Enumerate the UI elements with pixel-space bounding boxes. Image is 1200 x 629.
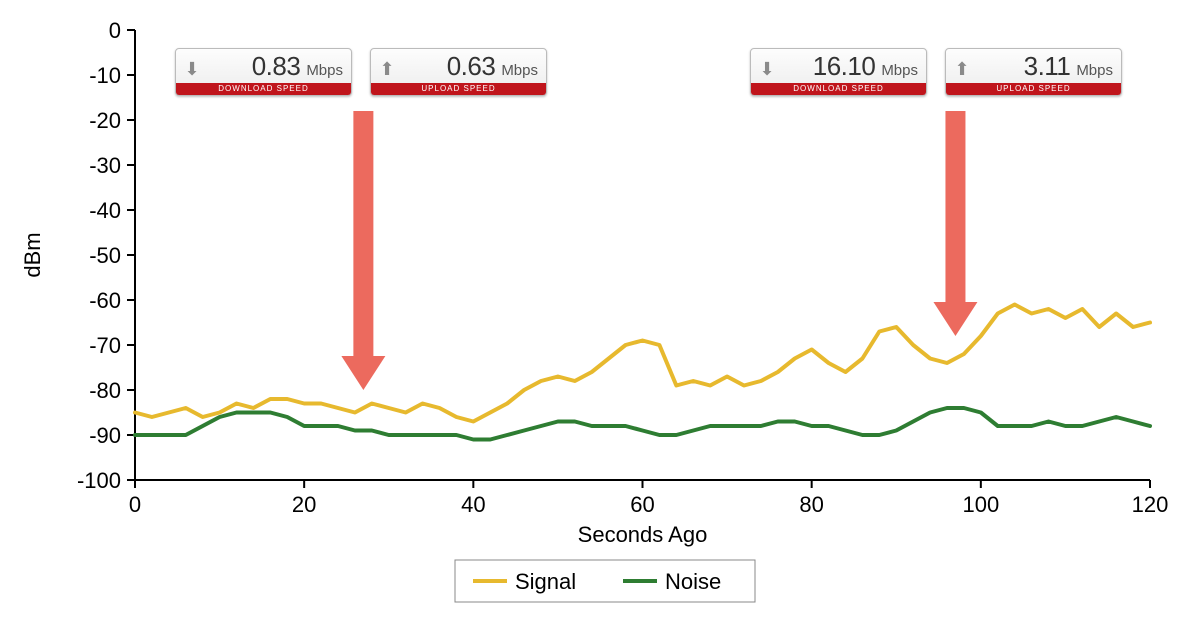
svg-text:-10: -10 (89, 63, 121, 88)
speed-badge-download-1: ⬇ 0.83 Mbps DOWNLOAD SPEED (175, 48, 352, 96)
svg-text:120: 120 (1132, 492, 1169, 517)
svg-text:-30: -30 (89, 153, 121, 178)
series-signal (135, 305, 1150, 422)
svg-text:0: 0 (109, 18, 121, 43)
svg-text:-90: -90 (89, 423, 121, 448)
badge-value: 16.10 (781, 51, 875, 82)
svg-text:-70: -70 (89, 333, 121, 358)
upload-icon: ⬆ (954, 59, 970, 80)
svg-text:-50: -50 (89, 243, 121, 268)
download-icon: ⬇ (759, 59, 775, 80)
badge-value: 0.83 (206, 51, 300, 82)
badge-unit: Mbps (1076, 62, 1113, 81)
signal-noise-chart: -100-90-80-70-60-50-40-30-20-100dBm02040… (0, 0, 1200, 629)
svg-text:60: 60 (630, 492, 654, 517)
svg-text:20: 20 (292, 492, 316, 517)
callout-arrow-2 (933, 111, 977, 336)
badge-unit: Mbps (501, 62, 538, 81)
speed-badge-upload-1: ⬆ 0.63 Mbps UPLOAD SPEED (370, 48, 547, 96)
callout-arrow-1 (341, 111, 385, 390)
svg-text:-40: -40 (89, 198, 121, 223)
speed-badge-upload-2: ⬆ 3.11 Mbps UPLOAD SPEED (945, 48, 1122, 96)
badge-value: 3.11 (976, 51, 1070, 82)
badge-unit: Mbps (306, 62, 343, 81)
svg-text:Seconds Ago: Seconds Ago (578, 522, 708, 547)
download-icon: ⬇ (184, 59, 200, 80)
svg-text:-100: -100 (77, 468, 121, 493)
upload-icon: ⬆ (379, 59, 395, 80)
svg-text:100: 100 (962, 492, 999, 517)
badge-unit: Mbps (881, 62, 918, 81)
badge-label: UPLOAD SPEED (946, 83, 1121, 95)
series-noise (135, 408, 1150, 440)
svg-text:0: 0 (129, 492, 141, 517)
svg-text:80: 80 (799, 492, 823, 517)
speed-badge-download-2: ⬇ 16.10 Mbps DOWNLOAD SPEED (750, 48, 927, 96)
svg-text:-60: -60 (89, 288, 121, 313)
badge-label: DOWNLOAD SPEED (176, 83, 351, 95)
svg-text:dBm: dBm (20, 232, 45, 277)
badge-value: 0.63 (401, 51, 495, 82)
svg-text:-20: -20 (89, 108, 121, 133)
legend-label: Noise (665, 569, 721, 594)
badge-label: DOWNLOAD SPEED (751, 83, 926, 95)
legend-label: Signal (515, 569, 576, 594)
badge-label: UPLOAD SPEED (371, 83, 546, 95)
svg-text:-80: -80 (89, 378, 121, 403)
svg-text:40: 40 (461, 492, 485, 517)
